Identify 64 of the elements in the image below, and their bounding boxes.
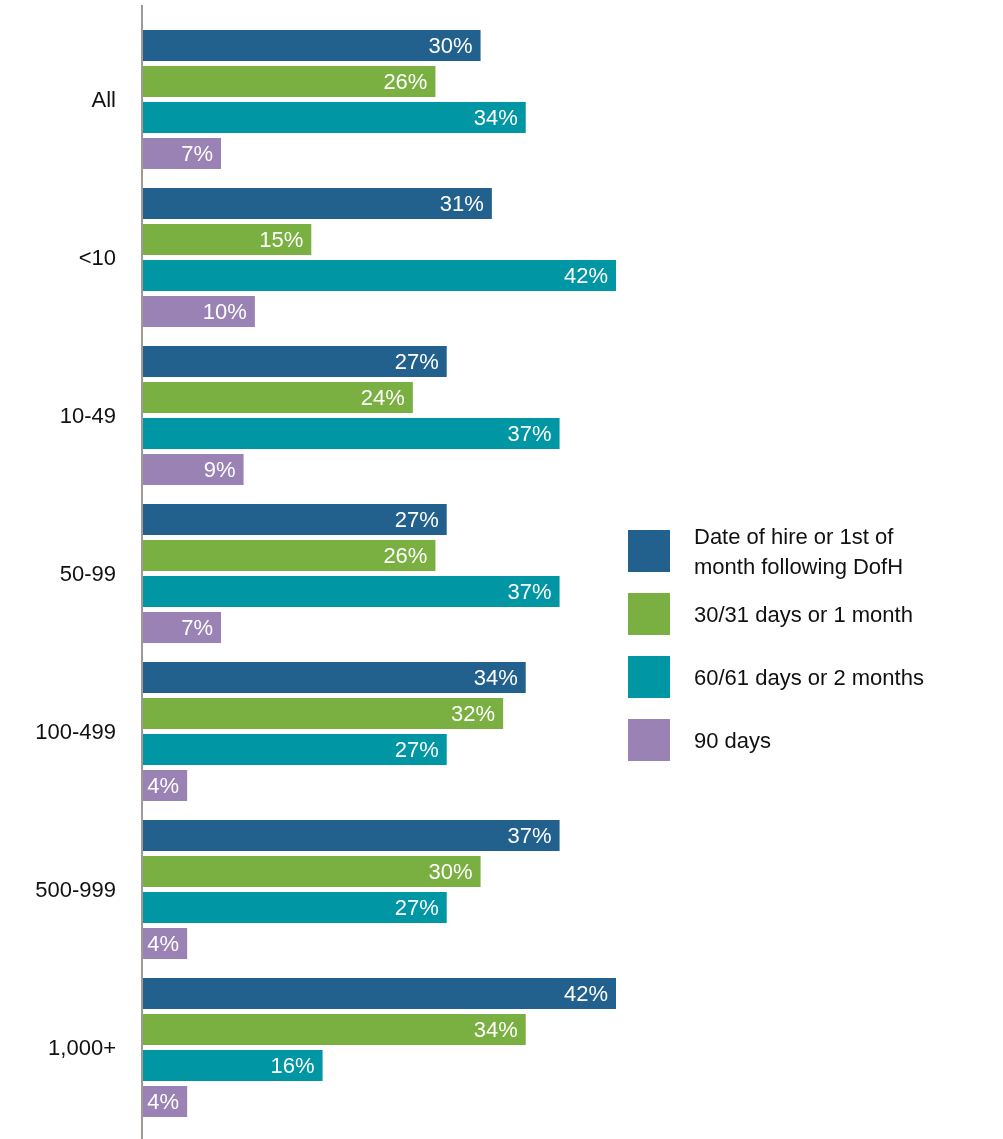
bar (142, 734, 447, 765)
data-label: 16% (270, 1053, 315, 1078)
data-label: 37% (507, 579, 552, 604)
data-label: 30% (428, 859, 473, 884)
bar (142, 576, 560, 607)
y-tick-label: All (91, 87, 116, 112)
data-label: 42% (563, 981, 608, 1006)
data-label: 37% (507, 421, 552, 446)
data-label: 27% (394, 895, 439, 920)
bar (142, 138, 221, 169)
bar (142, 1050, 323, 1081)
bar (142, 102, 526, 133)
bar (142, 66, 436, 97)
bar (142, 504, 447, 535)
bar (142, 856, 481, 887)
bar (142, 540, 436, 571)
data-label: 31% (439, 191, 484, 216)
legend-label: 90 days (694, 727, 772, 753)
data-label: 27% (394, 737, 439, 762)
data-label: 7% (181, 141, 213, 166)
data-label: 34% (473, 1017, 518, 1042)
bar (142, 382, 413, 413)
bar (142, 30, 481, 61)
data-label: 32% (451, 701, 496, 726)
data-label: 4% (147, 1089, 180, 1114)
data-label: 37% (507, 823, 552, 848)
bar (142, 820, 560, 851)
bar (142, 260, 616, 291)
data-label: 34% (473, 105, 518, 130)
data-label: 24% (360, 385, 405, 410)
data-label: 27% (394, 349, 439, 374)
data-label: 10% (202, 299, 247, 324)
data-label: 4% (147, 773, 180, 798)
data-label: 9% (203, 457, 236, 482)
y-tick-label: 50-99 (59, 561, 116, 586)
bar (142, 698, 504, 729)
legend-label: Date of hire or 1st of month following DofH (694, 523, 904, 579)
data-label: 15% (259, 227, 304, 252)
data-label: 30% (428, 33, 473, 58)
legend-label: 30/31 days or 1 month (694, 601, 913, 627)
data-label: 4% (147, 931, 180, 956)
bar (142, 346, 447, 377)
y-tick-label: 500-999 (35, 877, 116, 902)
bar (142, 418, 560, 449)
data-label: 26% (383, 543, 428, 568)
data-label: 42% (563, 263, 608, 288)
y-tick-label: <10 (78, 245, 116, 270)
data-label: 7% (181, 615, 213, 640)
bar (142, 892, 447, 923)
data-label: 26% (383, 69, 428, 94)
bar (142, 662, 526, 693)
bar (142, 188, 492, 219)
bar (142, 978, 616, 1009)
y-tick-label: 100-499 (35, 719, 116, 744)
y-tick-label: 1,000+ (48, 1035, 116, 1060)
bar (142, 296, 255, 327)
legend-label: 60/61 days or 2 months (694, 664, 924, 690)
bar (142, 224, 312, 255)
data-label: 27% (394, 507, 439, 532)
y-tick-label: 10-49 (59, 403, 116, 428)
data-label: 34% (473, 665, 518, 690)
bar (142, 1014, 526, 1045)
bar (142, 454, 244, 485)
bar (142, 612, 221, 643)
